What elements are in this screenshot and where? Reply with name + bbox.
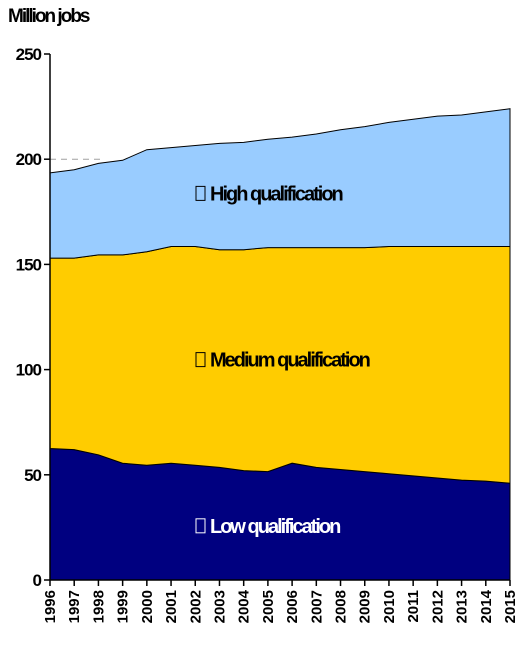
x-tick-label: 2002 <box>187 590 204 623</box>
x-tick-label: 1998 <box>90 590 107 623</box>
y-tick-label: 250 <box>16 45 42 64</box>
x-tick-label: 2005 <box>260 590 277 623</box>
x-tick-label: 2012 <box>429 590 446 623</box>
x-tick-label: 2011 <box>405 590 422 623</box>
y-tick-label: 200 <box>16 150 42 169</box>
x-tick-label: 2013 <box>454 590 471 623</box>
y-tick-label: 100 <box>16 361 42 380</box>
y-tick-label: 50 <box>24 466 41 485</box>
x-tick-label: 1999 <box>115 590 132 623</box>
x-tick-label: 2008 <box>333 590 350 623</box>
x-tick-label: 1997 <box>66 590 83 623</box>
y-tick-label: 0 <box>33 571 42 590</box>
y-axis-unit-label: Million jobs <box>8 6 90 27</box>
x-tick-label: 1996 <box>42 590 59 623</box>
area-series-2 <box>49 108 511 259</box>
axes: 0 50 100 150 200 250 1996 1997 1998 1999 2000 2001 2… <box>16 45 519 623</box>
x-tick-label: 2006 <box>284 590 301 623</box>
x-tick-label: 2004 <box>236 589 253 623</box>
x-tick-label: 2014 <box>478 589 495 623</box>
legend-box-series-0 <box>195 518 206 534</box>
x-tick-label: 2010 <box>381 590 398 623</box>
area-label-series-0: Low qualification <box>210 516 340 538</box>
legend-box-series-2 <box>195 185 206 201</box>
x-tick-label: 2009 <box>357 590 374 623</box>
x-tick-label: 2007 <box>308 590 325 623</box>
x-tick-label: 2000 <box>139 590 156 623</box>
x-tick-label: 2015 <box>502 590 519 623</box>
legend-box-series-1 <box>195 352 206 368</box>
area-labels: Low qualification Medium qualification Hig… <box>195 183 372 538</box>
x-tick-label: 2001 <box>163 590 180 623</box>
x-tick-label: 2003 <box>211 590 228 623</box>
area-label-series-2: High qualification <box>210 183 343 205</box>
area-layers <box>49 108 511 581</box>
y-tick-label: 150 <box>16 255 42 274</box>
area-label-series-1: Medium qualification <box>210 350 370 372</box>
